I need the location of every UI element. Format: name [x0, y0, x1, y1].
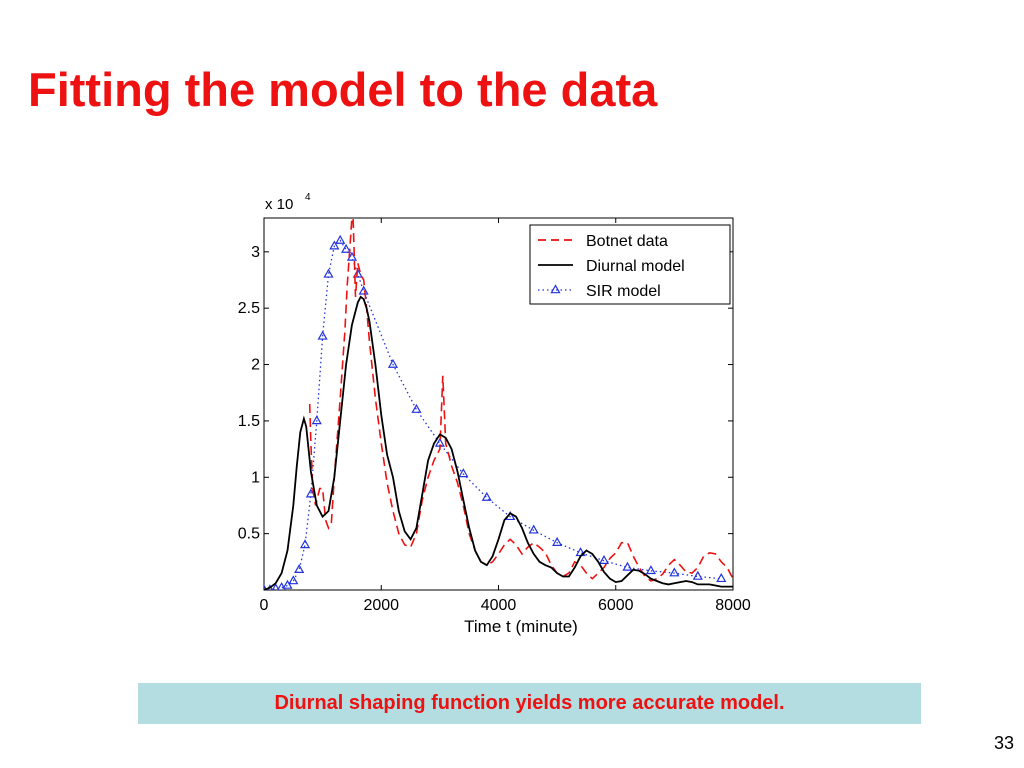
sir-marker: [387, 358, 399, 368]
sir-marker: [716, 573, 727, 583]
legend-label: Diurnal model: [586, 258, 685, 275]
caption-text: Diurnal shaping function yields more acc…: [274, 692, 785, 714]
sir-marker: [552, 536, 563, 546]
x-tick-label: 2000: [363, 597, 399, 614]
sir-marker: [692, 570, 703, 580]
sir-marker: [669, 567, 680, 577]
sir-marker: [358, 285, 369, 295]
series-line-diurnal-model: [264, 295, 733, 590]
sir-marker: [288, 575, 299, 585]
y-tick-label: 1.5: [238, 413, 260, 430]
x-tick-label: 4000: [481, 597, 517, 614]
sir-marker: [622, 561, 633, 571]
legend-marker: [550, 284, 561, 294]
sir-marker: [458, 468, 469, 478]
y-tick-label: 2: [251, 357, 260, 374]
sir-marker: [323, 268, 334, 278]
series-group: [264, 218, 733, 590]
x-tick-label: 6000: [598, 597, 634, 614]
y-tick-label: 3: [251, 244, 260, 261]
sir-marker: [294, 563, 305, 574]
sir-marker: [352, 268, 363, 278]
axis-scale-exponent: 4: [305, 192, 311, 203]
sir-marker: [528, 524, 539, 534]
page-number: 33: [993, 733, 1014, 753]
sir-marker: [598, 554, 610, 564]
legend-label: SIR model: [586, 283, 661, 300]
sir-marker: [282, 579, 293, 589]
line-chart: 0 2000 4000 6000 8000 0.5 1 1.5 2 2.5 3 x 10 4 Time t…: [238, 192, 751, 636]
sir-marker: [340, 243, 352, 253]
sir-marker: [481, 491, 492, 501]
sir-marker: [271, 583, 280, 590]
legend-label: Botnet data: [586, 233, 668, 250]
y-tick-label: 0.5: [238, 526, 260, 543]
x-tick-label: 0: [260, 597, 269, 614]
x-tick-label: 8000: [715, 597, 751, 614]
sir-marker: [311, 415, 322, 425]
axis-scale-label: x 10: [265, 196, 293, 213]
sir-marker: [411, 403, 422, 413]
y-tick-label: 2.5: [238, 300, 260, 317]
x-axis-label: Time t (minute): [464, 617, 578, 636]
sir-marker: [299, 539, 311, 549]
sir-marker: [335, 234, 346, 244]
slide-title: Fitting the model to the data: [28, 63, 658, 116]
y-tick-label: 1: [251, 469, 260, 486]
caption-box: Diurnal shaping function yields more acc…: [138, 683, 921, 724]
sir-marker: [645, 565, 657, 575]
sir-marker: [329, 240, 340, 250]
sir-marker: [317, 330, 328, 340]
chart-figure: 0 2000 4000 6000 8000 0.5 1 1.5 2 2.5 3 x 10 4 Time t…: [215, 190, 775, 645]
